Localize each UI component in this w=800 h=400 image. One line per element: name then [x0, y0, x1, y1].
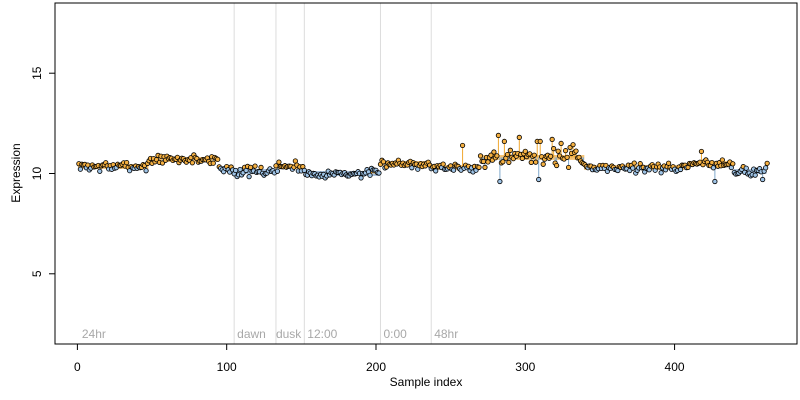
- point-297: [519, 155, 525, 161]
- point-93: [215, 156, 221, 162]
- point-76: [189, 160, 195, 166]
- point-461: [764, 160, 770, 166]
- point-431: [719, 157, 725, 163]
- point-318: [551, 146, 557, 152]
- point-447: [743, 165, 749, 171]
- point-134: [276, 159, 282, 165]
- point-108: [237, 166, 243, 173]
- point-201: [376, 170, 382, 176]
- region-label-3: 12:00: [307, 327, 337, 341]
- point-331: [570, 142, 576, 148]
- x-tick-label-2: 200: [366, 360, 386, 374]
- point-284: [500, 159, 506, 165]
- point-317: [549, 136, 555, 142]
- y-axis: 5 10 15: [30, 66, 55, 277]
- region-labels: 24hr dawn dusk 12:00 0:00 48hr: [82, 327, 458, 341]
- point-204: [380, 159, 387, 165]
- region-label-5: 48hr: [434, 327, 458, 341]
- point-133: [274, 168, 281, 174]
- point-288: [506, 159, 512, 165]
- point-299: [522, 148, 528, 154]
- point-278: [491, 149, 497, 155]
- point-268: [476, 164, 482, 170]
- region-label-1: dawn: [237, 327, 266, 341]
- point-309: [537, 138, 543, 145]
- point-223: [409, 165, 415, 171]
- point-303: [528, 159, 534, 165]
- point-122: [258, 164, 264, 170]
- point-403: [677, 166, 684, 173]
- point-305: [531, 152, 537, 158]
- point-105: [233, 167, 239, 174]
- point-308: [536, 176, 542, 183]
- point-295: [516, 134, 522, 140]
- y-tick-label-0: 5: [30, 270, 44, 277]
- point-321: [555, 148, 561, 154]
- point-257: [459, 142, 466, 149]
- point-151: [301, 167, 307, 173]
- point-417: [698, 148, 705, 155]
- point-326: [562, 148, 569, 154]
- point-276: [488, 152, 494, 158]
- y-tick-label-2: 15: [30, 66, 44, 80]
- x-axis-label: Sample index: [390, 375, 463, 389]
- point-327: [564, 154, 570, 160]
- point-328: [565, 164, 572, 171]
- point-1: [77, 166, 83, 172]
- point-424: [709, 159, 715, 166]
- point-333: [573, 148, 579, 154]
- point-282: [497, 178, 503, 185]
- point-453: [752, 172, 758, 178]
- x-tick-label-1: 100: [217, 360, 237, 374]
- region-label-0: 24hr: [82, 327, 106, 341]
- point-195: [367, 172, 373, 178]
- point-460: [763, 165, 769, 171]
- region-label-4: 0:00: [383, 327, 407, 341]
- point-390: [658, 170, 664, 176]
- x-axis: 0 100 200 300 400: [74, 344, 685, 374]
- point-244: [440, 161, 446, 167]
- point-280: [494, 153, 500, 159]
- y-axis-label: Expression: [9, 143, 23, 202]
- point-90: [210, 160, 216, 166]
- x-tick-label-0: 0: [74, 360, 81, 374]
- point-272: [482, 164, 488, 170]
- point-118: [252, 163, 258, 169]
- point-371: [630, 165, 636, 171]
- point-426: [712, 178, 718, 185]
- point-323: [558, 140, 564, 147]
- point-316: [548, 153, 554, 159]
- point-45: [143, 168, 149, 174]
- point-132: [273, 163, 279, 169]
- point-32: [124, 159, 130, 166]
- point-285: [501, 138, 507, 145]
- point-306: [533, 159, 539, 165]
- point-425: [710, 165, 716, 171]
- point-271: [480, 158, 487, 165]
- region-label-2: dusk: [276, 327, 302, 341]
- y-tick-label-1: 10: [30, 167, 44, 181]
- plot-frame: [54, 2, 798, 345]
- point-239: [433, 168, 439, 174]
- point-438: [730, 161, 736, 167]
- x-tick-label-3: 300: [515, 360, 535, 374]
- point-114: [246, 174, 252, 180]
- point-311: [540, 161, 546, 167]
- point-281: [495, 132, 502, 138]
- point-269: [477, 153, 484, 159]
- point-251: [451, 167, 457, 173]
- point-289: [507, 147, 513, 153]
- x-tick-label-4: 400: [665, 360, 685, 374]
- point-14: [97, 168, 103, 174]
- data-points: [76, 132, 770, 185]
- point-274: [485, 159, 491, 165]
- point-458: [760, 176, 766, 183]
- point-372: [631, 160, 637, 166]
- point-189: [358, 175, 364, 181]
- point-287: [504, 151, 510, 158]
- point-320: [554, 162, 560, 169]
